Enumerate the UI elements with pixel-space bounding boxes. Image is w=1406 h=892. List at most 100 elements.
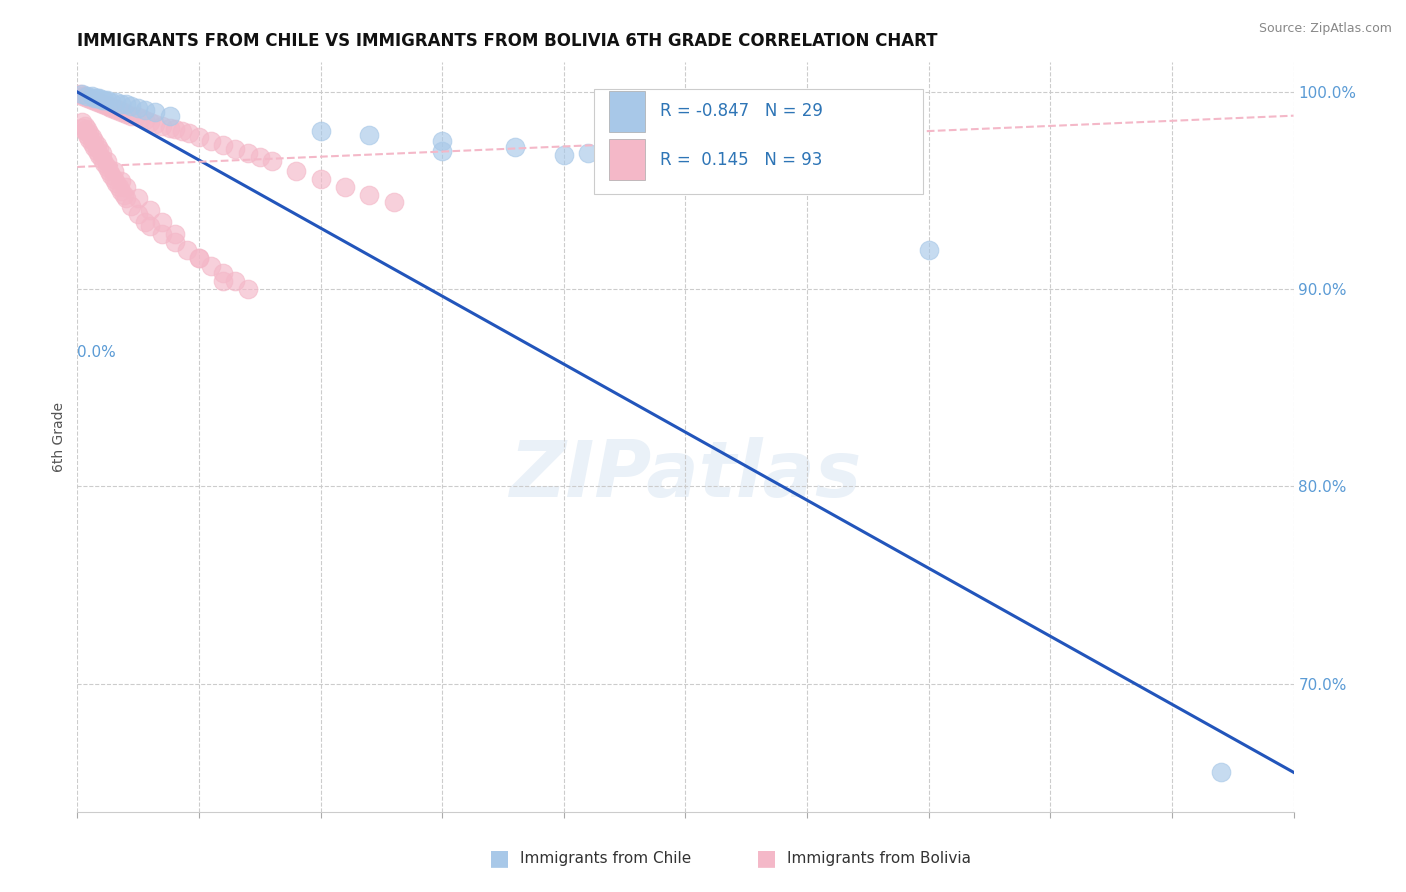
Point bbox=[100, 168, 122, 182]
Point bbox=[143, 104, 166, 119]
Point bbox=[576, 146, 599, 161]
Point bbox=[76, 91, 98, 105]
FancyBboxPatch shape bbox=[609, 139, 645, 180]
Point bbox=[224, 142, 246, 156]
Point bbox=[70, 120, 93, 135]
Point bbox=[83, 91, 105, 105]
Point bbox=[83, 134, 105, 148]
Text: ZIPatlas: ZIPatlas bbox=[509, 436, 862, 513]
Point bbox=[139, 219, 162, 233]
Point bbox=[127, 101, 149, 115]
Point bbox=[163, 235, 186, 249]
Point bbox=[110, 104, 132, 119]
Point bbox=[80, 130, 103, 145]
Point bbox=[103, 101, 125, 115]
Point bbox=[236, 146, 259, 161]
Point bbox=[120, 199, 142, 213]
Point bbox=[309, 124, 332, 138]
Point bbox=[125, 109, 148, 123]
Text: Immigrants from Bolivia: Immigrants from Bolivia bbox=[787, 851, 972, 865]
Point bbox=[100, 101, 122, 115]
Point bbox=[224, 274, 246, 288]
Point bbox=[86, 138, 108, 153]
Point bbox=[83, 93, 105, 107]
Point bbox=[110, 96, 132, 111]
Point bbox=[115, 96, 138, 111]
Point bbox=[134, 103, 156, 117]
Point bbox=[90, 152, 112, 166]
Point bbox=[179, 127, 201, 141]
Y-axis label: 6th Grade: 6th Grade bbox=[52, 402, 66, 472]
Text: Source: ZipAtlas.com: Source: ZipAtlas.com bbox=[1258, 22, 1392, 36]
Point bbox=[93, 156, 115, 170]
Point bbox=[430, 144, 453, 158]
Point bbox=[70, 114, 93, 128]
Point bbox=[159, 120, 181, 135]
Point bbox=[100, 95, 122, 109]
Point bbox=[359, 128, 381, 143]
Point bbox=[212, 274, 235, 288]
Point bbox=[93, 96, 115, 111]
Point bbox=[260, 154, 283, 169]
Point bbox=[96, 154, 118, 169]
Point bbox=[110, 184, 132, 198]
Point bbox=[143, 117, 166, 131]
Point bbox=[105, 103, 128, 117]
Point bbox=[89, 142, 111, 156]
Point bbox=[96, 99, 118, 113]
Point bbox=[134, 215, 156, 229]
Point bbox=[723, 158, 745, 172]
Point bbox=[129, 111, 152, 125]
Point bbox=[89, 91, 111, 105]
Point bbox=[333, 179, 356, 194]
Point bbox=[249, 150, 271, 164]
Point bbox=[212, 267, 235, 281]
Point bbox=[70, 89, 93, 103]
Point bbox=[89, 95, 111, 109]
Point bbox=[120, 109, 142, 123]
Point bbox=[73, 89, 96, 103]
Point bbox=[918, 243, 941, 257]
Point bbox=[86, 91, 108, 105]
Point bbox=[176, 243, 198, 257]
Point bbox=[120, 99, 142, 113]
Point bbox=[163, 122, 186, 136]
Point bbox=[503, 140, 526, 154]
Point bbox=[650, 152, 672, 166]
Point bbox=[80, 136, 103, 151]
Point bbox=[163, 227, 186, 241]
Point bbox=[90, 146, 112, 161]
Point bbox=[80, 93, 103, 107]
Point bbox=[188, 251, 211, 265]
Point bbox=[105, 176, 128, 190]
Text: ■: ■ bbox=[489, 848, 509, 868]
Point bbox=[127, 207, 149, 221]
Text: Immigrants from Chile: Immigrants from Chile bbox=[520, 851, 692, 865]
Point bbox=[152, 215, 174, 229]
Point bbox=[103, 164, 125, 178]
Point bbox=[76, 128, 98, 143]
Point bbox=[96, 160, 118, 174]
Text: R =  0.145   N = 93: R = 0.145 N = 93 bbox=[659, 151, 823, 169]
Point bbox=[200, 259, 222, 273]
Point bbox=[86, 144, 108, 158]
Point bbox=[76, 122, 98, 136]
Point bbox=[90, 93, 112, 107]
Point bbox=[89, 148, 111, 162]
Point bbox=[96, 93, 118, 107]
FancyBboxPatch shape bbox=[595, 88, 922, 194]
Point bbox=[152, 119, 174, 133]
Point bbox=[69, 87, 91, 101]
Point bbox=[159, 109, 181, 123]
Text: IMMIGRANTS FROM CHILE VS IMMIGRANTS FROM BOLIVIA 6TH GRADE CORRELATION CHART: IMMIGRANTS FROM CHILE VS IMMIGRANTS FROM… bbox=[77, 32, 938, 50]
Point bbox=[73, 119, 96, 133]
Point bbox=[309, 171, 332, 186]
Point bbox=[97, 99, 120, 113]
Point bbox=[115, 106, 138, 120]
Text: 0.0%: 0.0% bbox=[77, 345, 117, 359]
Point bbox=[212, 138, 235, 153]
Point bbox=[76, 89, 98, 103]
Point bbox=[110, 174, 132, 188]
Point bbox=[285, 164, 308, 178]
Point bbox=[139, 203, 162, 218]
